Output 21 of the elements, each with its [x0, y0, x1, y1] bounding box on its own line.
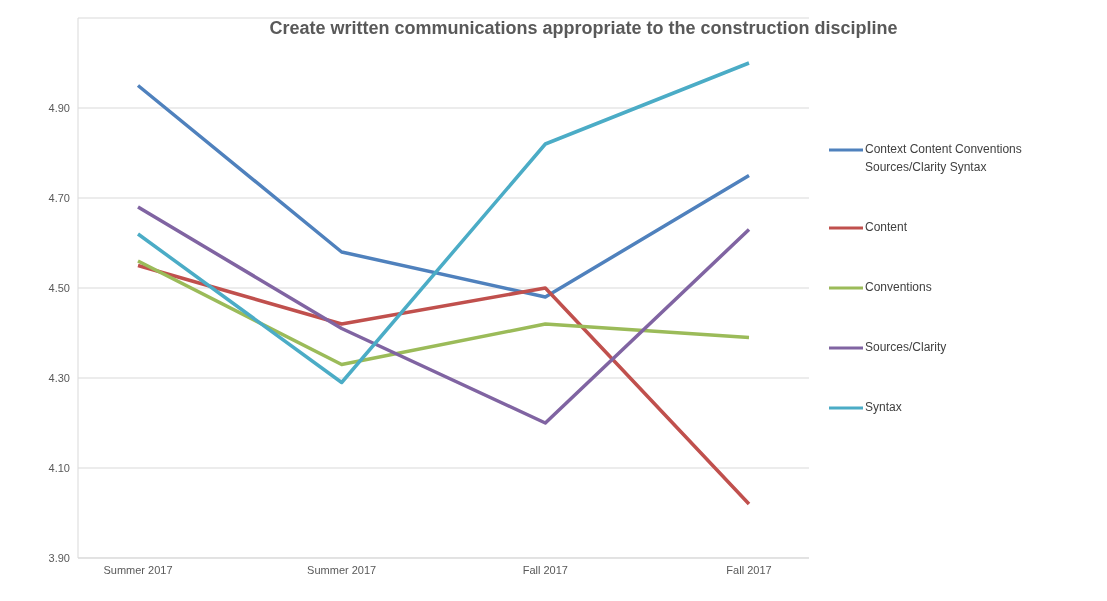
legend-label: Syntax — [865, 398, 902, 416]
legend-label: Content — [865, 218, 908, 236]
chart-title: Create written communications appropriate to the construction discipline — [268, 18, 899, 39]
x-tick-label: Fall 2017 — [522, 563, 568, 576]
x-tick-label: Fall 2017 — [726, 563, 772, 576]
y-tick-label: 3.90 — [48, 551, 70, 564]
y-tick-label: 4.70 — [48, 191, 70, 204]
y-tick-label: 4.30 — [48, 371, 70, 384]
y-tick-label: 4.90 — [48, 101, 70, 114]
y-tick-label: 4.10 — [48, 461, 70, 474]
legend-label: Context Content Conventions Sources/Clarity Syntax — [865, 140, 1023, 176]
legend-label: Conventions — [865, 278, 932, 296]
line-series — [136, 263, 751, 506]
y-tick-label: 4.50 — [48, 281, 70, 294]
x-tick-label: Summer 2017 — [307, 563, 377, 576]
line-series — [136, 61, 751, 385]
line-series — [136, 259, 751, 367]
line-series — [136, 205, 751, 425]
line-series — [136, 83, 751, 299]
legend-label: Sources/Clarity — [865, 338, 947, 356]
x-tick-label: Summer 2017 — [103, 563, 173, 576]
